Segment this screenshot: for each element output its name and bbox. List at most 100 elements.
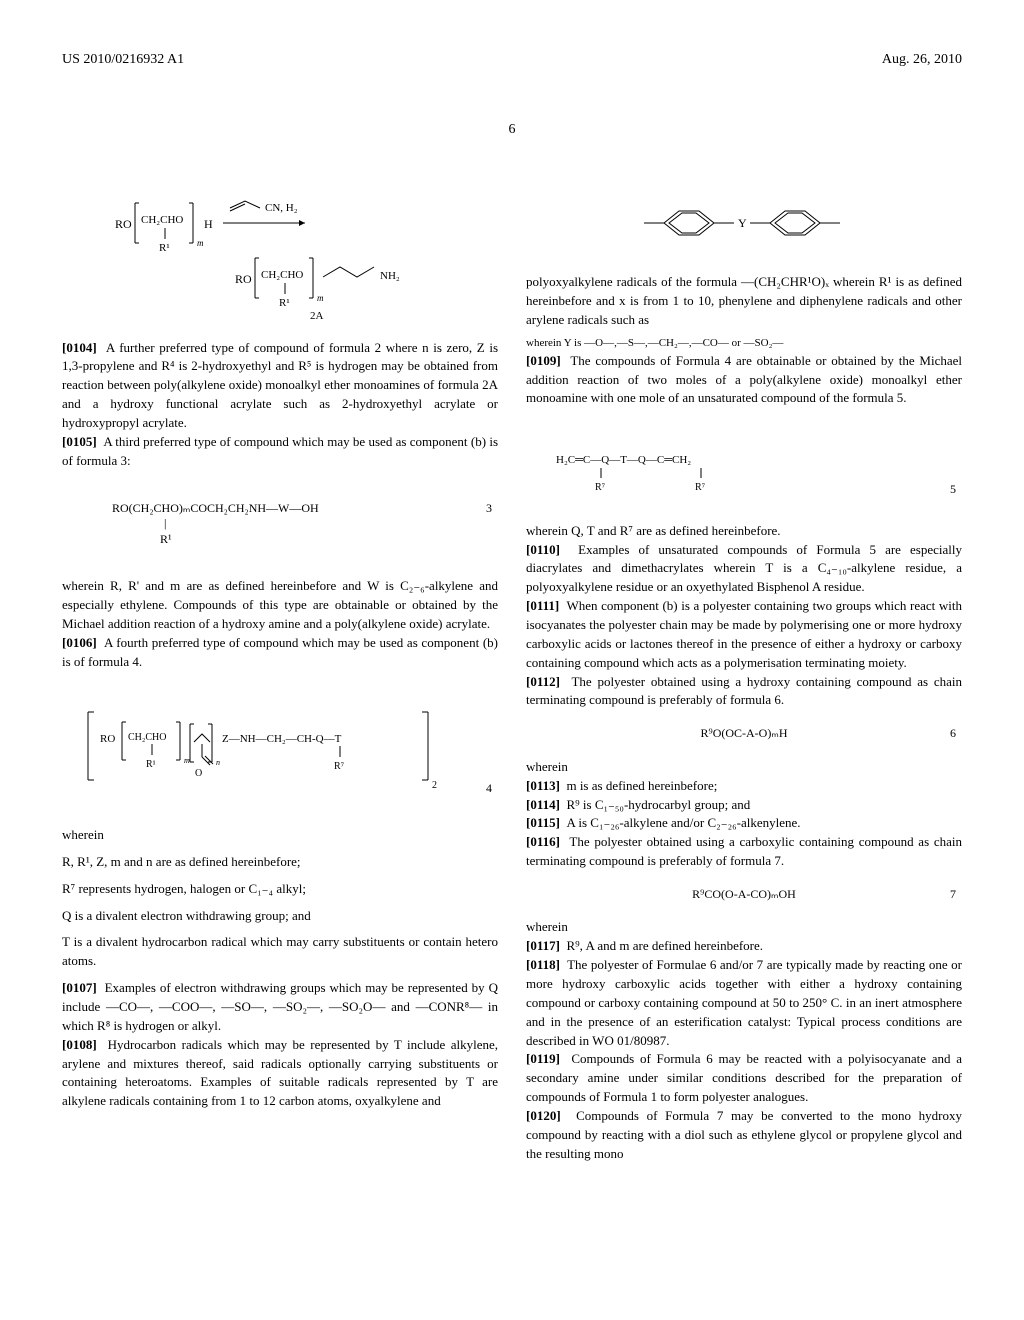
- patent-number: US 2010/0216932 A1: [62, 50, 184, 70]
- para-text: m is as defined hereinbefore;: [566, 778, 717, 793]
- formula-6: R⁹O(OC-A-O)ₘH 6: [526, 726, 962, 742]
- para-num: [0104]: [62, 340, 97, 355]
- left-column: RO CH₂CHO R¹ m H CN, H₂ RO CH₂CHO R¹: [62, 177, 498, 1164]
- para-num: [0117]: [526, 938, 560, 953]
- svg-text:RO: RO: [100, 733, 115, 745]
- paragraph-0114: [0114] R⁹ is C₁₋₅₀-hydrocarbyl group; an…: [526, 796, 962, 815]
- svg-text:R¹: R¹: [279, 297, 290, 309]
- formula4-def-4: T is a divalent hydrocarbon radical whic…: [62, 933, 498, 971]
- formula4-def-2: R⁷ represents hydrogen, halogen or C₁₋₄ …: [62, 880, 498, 899]
- diphenyl-svg: Y: [634, 193, 854, 253]
- para-text: The polyester obtained using a carboxyli…: [526, 834, 962, 868]
- para-text: R⁹, A and m are defined hereinbefore.: [566, 938, 763, 953]
- formula4-def-3: Q is a divalent electron withdrawing gro…: [62, 907, 498, 926]
- right-column: Y polyoxyalkylene radicals of the formul…: [526, 177, 962, 1164]
- svg-text:R⁷: R⁷: [334, 761, 345, 772]
- svg-text:Y: Y: [738, 216, 747, 230]
- formula-3: RO(CH₂CHO)ₘCOCH₂CH₂NH—W—OH | R¹ 3: [62, 501, 498, 548]
- svg-text:CH₂CHO: CH₂CHO: [141, 214, 183, 226]
- formula-7: R⁹CO(O-A-CO)ₘOH 7: [526, 887, 962, 903]
- patent-date: Aug. 26, 2010: [882, 50, 962, 70]
- paragraph-0113: [0113] m is as defined hereinbefore;: [526, 777, 962, 796]
- para-text: A fourth preferred type of compound whic…: [62, 635, 498, 669]
- para-num: [0107]: [62, 980, 97, 995]
- paragraph-0119: [0119] Compounds of Formula 6 may be rea…: [526, 1050, 962, 1107]
- formula-5: H₂C═C—Q—T—Q—C═CH₂ R⁷ R⁷ 5: [526, 438, 962, 498]
- diphenyl-y-structure: Y: [526, 193, 962, 258]
- para-num: [0106]: [62, 635, 97, 650]
- paragraph-0110: [0110] Examples of unsaturated compounds…: [526, 541, 962, 598]
- para-text: The polyester obtained using a hydroxy c…: [526, 674, 962, 708]
- para-text: wherein R, R' and m are as defined herei…: [62, 578, 498, 631]
- svg-text:O: O: [195, 768, 202, 779]
- paragraph-0108: [0108] Hydrocarbon radicals which may be…: [62, 1036, 498, 1111]
- para-num: [0105]: [62, 434, 97, 449]
- formula-5-num: 5: [942, 482, 962, 498]
- wherein-label: wherein: [62, 826, 498, 845]
- para-num: [0111]: [526, 598, 559, 613]
- formula-6-num: 6: [942, 726, 962, 742]
- svg-text:CH₂CHO: CH₂CHO: [261, 269, 303, 281]
- formula-4-svg: 2 RO CH₂CHO R¹ m n O: [82, 702, 442, 792]
- svg-text:2: 2: [432, 780, 437, 791]
- wherein-6: wherein: [526, 758, 962, 777]
- para-num: [0120]: [526, 1108, 561, 1123]
- paragraph-0115: [0115] A is C₁₋₂₆-alkylene and/or C₂₋₂₆-…: [526, 814, 962, 833]
- formula-2a-svg: RO CH₂CHO R¹ m H CN, H₂ RO CH₂CHO R¹: [105, 193, 455, 323]
- paragraph-0109: [0109] The compounds of Formula 4 are ob…: [526, 352, 962, 409]
- para-text: When component (b) is a polyester contai…: [526, 598, 962, 670]
- svg-text:m: m: [197, 238, 204, 248]
- paragraph-0117: [0117] R⁹, A and m are defined hereinbef…: [526, 937, 962, 956]
- para-text: A third preferred type of compound which…: [62, 434, 498, 468]
- formula-5-svg: H₂C═C—Q—T—Q—C═CH₂ R⁷ R⁷: [546, 438, 826, 493]
- para-num: [0116]: [526, 834, 560, 849]
- two-column-layout: RO CH₂CHO R¹ m H CN, H₂ RO CH₂CHO R¹: [62, 177, 962, 1164]
- para-text: A is C₁₋₂₆-alkylene and/or C₂₋₂₆-alkenyl…: [566, 815, 800, 830]
- formula-3-body: RO(CH₂CHO)ₘCOCH₂CH₂NH—W—OH: [112, 501, 319, 515]
- svg-text:R⁷: R⁷: [595, 482, 606, 493]
- para-num: [0108]: [62, 1037, 97, 1052]
- svg-text:H₂C═C—Q—T—Q—C═CH₂: H₂C═C—Q—T—Q—C═CH₂: [556, 454, 691, 466]
- svg-text:m: m: [184, 756, 190, 765]
- svg-text:CN, H₂: CN, H₂: [265, 202, 298, 214]
- paragraph-0105: [0105] A third preferred type of compoun…: [62, 433, 498, 471]
- para-num: [0109]: [526, 353, 561, 368]
- paragraph-0112: [0112] The polyester obtained using a hy…: [526, 673, 962, 711]
- para-text: Compounds of Formula 7 may be converted …: [526, 1108, 962, 1161]
- para-text: The compounds of Formula 4 are obtainabl…: [526, 353, 962, 406]
- paragraph-0106: [0106] A fourth preferred type of compou…: [62, 634, 498, 672]
- para-num: [0119]: [526, 1051, 560, 1066]
- svg-text:R¹: R¹: [146, 759, 156, 770]
- svg-text:RO: RO: [235, 272, 252, 286]
- para-num: [0118]: [526, 957, 560, 972]
- svg-text:R¹: R¹: [159, 242, 170, 254]
- para-num: [0110]: [526, 542, 560, 557]
- svg-text:RO: RO: [115, 217, 132, 231]
- formula-3-sub: R¹: [160, 532, 172, 546]
- formula-4: 2 RO CH₂CHO R¹ m n O: [62, 702, 498, 797]
- svg-text:R⁷: R⁷: [695, 482, 706, 493]
- paragraph-0120: [0120] Compounds of Formula 7 may be con…: [526, 1107, 962, 1164]
- para-text: R⁹ is C₁₋₅₀-hydrocarbyl group; and: [566, 797, 750, 812]
- page-header: US 2010/0216932 A1 Aug. 26, 2010: [62, 50, 962, 70]
- para-num: [0112]: [526, 674, 560, 689]
- formula-6-body: R⁹O(OC-A-O)ₘH: [701, 726, 788, 740]
- svg-text:CH₂CHO: CH₂CHO: [128, 732, 167, 743]
- paragraph-0104: [0104] A further preferred type of compo…: [62, 339, 498, 433]
- para-text: A further preferred type of compound of …: [62, 340, 498, 430]
- svg-text:NH₂: NH₂: [380, 270, 400, 282]
- svg-text:m: m: [317, 293, 324, 303]
- paragraph-0107: [0107] Examples of electron withdrawing …: [62, 979, 498, 1036]
- page-number: 6: [62, 120, 962, 140]
- paragraph-0116: [0116] The polyester obtained using a ca…: [526, 833, 962, 871]
- small-formula-y: wherein Y is —O—,—S—,—CH₂—,—CO— or —SO₂—: [526, 336, 962, 352]
- para-text: Compounds of Formula 6 may be reacted wi…: [526, 1051, 962, 1104]
- formula-7-body: R⁹CO(O-A-CO)ₘOH: [692, 887, 796, 901]
- svg-text:Z—NH—CH₂—CH-Q—T: Z—NH—CH₂—CH-Q—T: [222, 733, 342, 745]
- svg-text:H: H: [204, 217, 213, 231]
- para-text: The polyester of Formulae 6 and/or 7 are…: [526, 957, 962, 1047]
- formula4-def-1: R, R¹, Z, m and n are as defined hereinb…: [62, 853, 498, 872]
- right-intro: polyoxyalkylene radicals of the formula …: [526, 273, 962, 330]
- para-num: [0114]: [526, 797, 560, 812]
- formula-4-num: 4: [478, 781, 498, 797]
